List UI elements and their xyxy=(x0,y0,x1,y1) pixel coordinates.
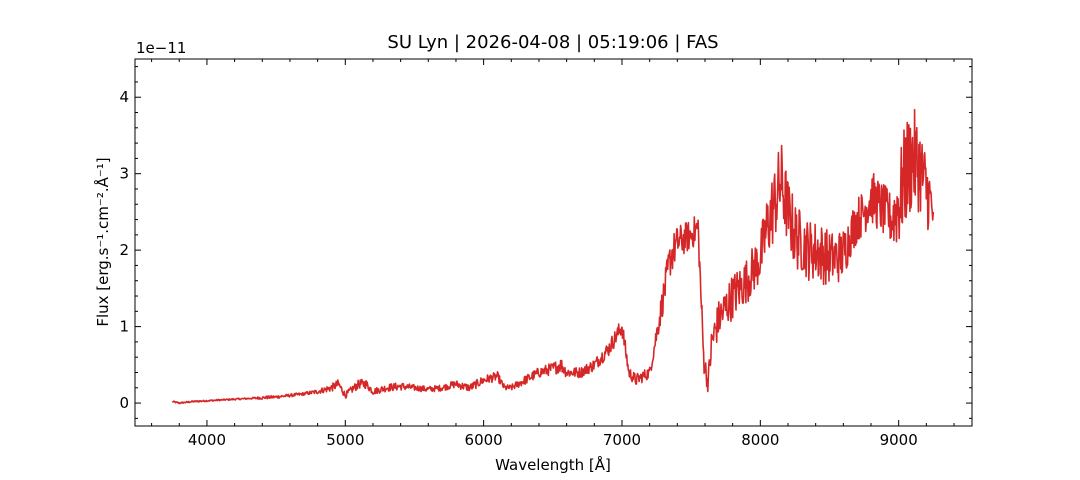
y-tick-label: 2 xyxy=(119,241,129,259)
axis-ticks: 4000 5000 6000 7000 8000 9000 0 1 2 3 4 xyxy=(119,59,972,449)
x-tick-label: 8000 xyxy=(741,431,779,449)
y-tick-label: 4 xyxy=(119,88,129,106)
x-tick-label: 5000 xyxy=(326,431,364,449)
x-tick-label: 4000 xyxy=(188,431,226,449)
y-axis-label: Flux [erg.s⁻¹.cm⁻².Å⁻¹] xyxy=(93,157,112,326)
y-tick-label: 0 xyxy=(119,394,129,412)
y-tick-label: 3 xyxy=(119,165,129,183)
x-tick-label: 9000 xyxy=(880,431,918,449)
x-axis-label: Wavelength [Å] xyxy=(495,455,611,474)
chart-title: SU Lyn | 2026-04-08 | 05:19:06 | FAS xyxy=(387,32,718,53)
spectrum-line xyxy=(171,108,935,405)
x-tick-label: 7000 xyxy=(603,431,641,449)
y-tick-label: 1 xyxy=(119,318,129,336)
plot-area xyxy=(171,108,935,405)
x-tick-label: 6000 xyxy=(465,431,503,449)
y-multiplier-label: 1e−11 xyxy=(136,39,186,57)
plot-frame xyxy=(134,58,973,427)
